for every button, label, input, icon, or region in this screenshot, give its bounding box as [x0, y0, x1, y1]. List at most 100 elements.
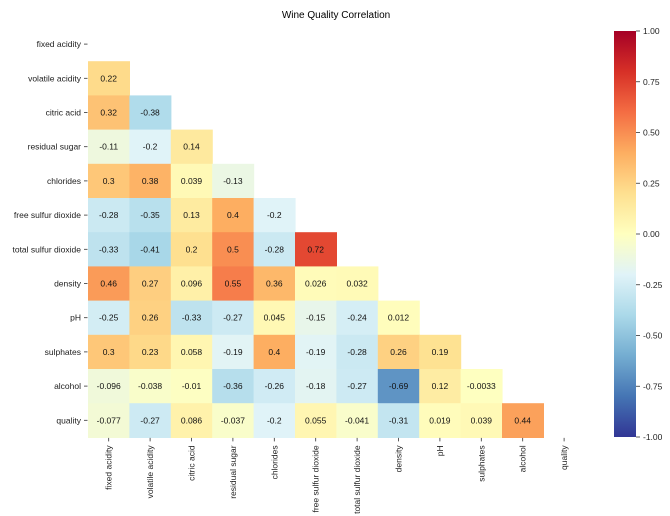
cell-value-label: 0.055	[305, 415, 327, 425]
cell-value-label: -0.27	[223, 313, 243, 323]
y-tick-label: alcohol	[54, 381, 81, 391]
cell-value-label: 0.12	[432, 381, 449, 391]
cell-value-label: 0.5	[227, 244, 239, 254]
heatmap-cell-10-1	[129, 369, 172, 404]
x-tick-label: fixed acidity	[104, 445, 114, 490]
cell-value-label: -0.077	[97, 415, 121, 425]
heatmap-cell-8-3	[212, 300, 255, 336]
heatmap-cell-9-7	[377, 334, 420, 370]
heatmap-cell-4-2	[170, 163, 213, 199]
cell-value-label: -0.28	[347, 347, 367, 357]
heatmap-cell-7-3	[212, 266, 255, 302]
heatmap-cell-11-8	[419, 403, 462, 438]
heatmap-cell-8-5	[295, 300, 337, 336]
cell-value-label: -0.19	[306, 347, 326, 357]
cell-value-label: 0.3	[103, 347, 115, 357]
colorbar-gradient	[614, 31, 636, 437]
x-tick-label: chlorides	[269, 445, 279, 479]
heatmap-cell-11-4	[253, 403, 296, 438]
cell-value-label: -0.19	[223, 347, 243, 357]
heatmap-cell-10-2	[170, 369, 213, 404]
heatmap-cell-7-0	[88, 266, 130, 302]
heatmap-cell-10-0	[88, 369, 130, 404]
cell-value-label: 0.19	[432, 347, 449, 357]
heatmap-cell-6-4	[253, 232, 296, 267]
heatmap-cell-6-5	[295, 232, 337, 267]
cell-value-label: -0.18	[306, 381, 326, 391]
heatmap-cell-11-5	[295, 403, 337, 438]
cell-value-label: 0.039	[471, 415, 493, 425]
cell-value-label: 0.32	[100, 108, 117, 118]
x-tick-label: free sulfur dioxide	[311, 445, 321, 512]
x-tick-label: density	[394, 445, 404, 473]
cell-value-label: 0.058	[181, 347, 203, 357]
cell-value-label: 0.039	[181, 176, 203, 186]
heatmap-cell-9-6	[336, 334, 379, 370]
x-axis-tick-labels: fixed acidity volatile acidity citric acid…	[104, 437, 569, 514]
heatmap-cells: 0.22 0.32 -0.38 -0.11 -0.2 0.14 0.3 0.38 0.039 -0…	[88, 61, 544, 438]
y-axis-tick-labels: fixed acidity volatile acidity citric acid…	[12, 39, 88, 425]
heatmap-cell-11-10	[502, 403, 544, 438]
heatmap-cell-9-0	[88, 334, 130, 370]
heatmap-cell-7-2	[170, 266, 213, 302]
cell-value-label: -0.35	[140, 210, 160, 220]
y-tick-label: chlorides	[47, 176, 81, 186]
y-tick-label: residual sugar	[28, 142, 82, 152]
cell-value-label: -0.33	[182, 313, 202, 323]
y-tick-label: pH	[70, 313, 81, 323]
heatmap-cell-9-4	[253, 334, 296, 370]
heatmap-cell-11-3	[212, 403, 255, 438]
heatmap-cell-11-1	[129, 403, 172, 438]
cell-value-label: 0.22	[100, 73, 117, 83]
colorbar-tick-label: -1.00	[643, 432, 663, 442]
y-tick-label: free sulfur dioxide	[14, 210, 81, 220]
heatmap-cell-7-1	[129, 266, 172, 302]
cell-value-label: 0.2	[186, 244, 198, 254]
colorbar-tick-label: 0.75	[643, 77, 660, 87]
cell-value-label: 0.27	[142, 279, 159, 289]
heatmap-cell-8-6	[336, 300, 379, 336]
cell-value-label: 0.38	[142, 176, 159, 186]
x-tick-label: quality	[559, 445, 569, 470]
colorbar-tick-label: 0.50	[643, 128, 660, 138]
cell-value-label: 0.4	[268, 347, 280, 357]
heatmap-cell-3-2	[170, 129, 213, 165]
cell-value-label: -0.36	[223, 381, 243, 391]
y-tick-label: density	[54, 279, 82, 289]
cell-value-label: -0.13	[223, 176, 243, 186]
heatmap-cell-3-0	[88, 129, 130, 165]
cell-value-label: 0.086	[181, 415, 203, 425]
cell-value-label: -0.0033	[467, 381, 496, 391]
heatmap-cell-3-1	[129, 129, 172, 165]
cell-value-label: 0.72	[307, 244, 324, 254]
cell-value-label: -0.037	[221, 415, 245, 425]
cell-value-label: -0.2	[267, 210, 282, 220]
heatmap-cell-8-7	[377, 300, 420, 336]
cell-value-label: -0.096	[97, 381, 121, 391]
heatmap-cell-2-0	[88, 95, 130, 131]
cell-value-label: 0.46	[100, 279, 117, 289]
cell-value-label: 0.032	[346, 279, 368, 289]
y-tick-label: citric acid	[46, 108, 82, 118]
heatmap-cell-11-7	[377, 403, 420, 438]
x-tick-label: sulphates	[476, 445, 486, 481]
cell-value-label: -0.31	[389, 415, 409, 425]
heatmap-cell-10-9	[460, 369, 503, 404]
cell-value-label: 0.4	[227, 210, 239, 220]
heatmap-cell-9-3	[212, 334, 255, 370]
cell-value-label: -0.25	[99, 313, 119, 323]
y-tick-label: fixed acidity	[37, 39, 82, 49]
cell-value-label: 0.045	[264, 313, 286, 323]
cell-value-label: 0.36	[266, 279, 283, 289]
cell-value-label: -0.69	[389, 381, 409, 391]
heatmap-cell-10-5	[295, 369, 337, 404]
heatmap-cell-8-0	[88, 300, 130, 336]
y-tick-label: sulphates	[45, 347, 81, 357]
cell-value-label: 0.23	[142, 347, 159, 357]
cell-value-label: 0.26	[390, 347, 407, 357]
cell-value-label: -0.24	[347, 313, 367, 323]
heatmap-cell-5-0	[88, 198, 130, 233]
cell-value-label: -0.15	[306, 313, 326, 323]
colorbar-tick-label: 0.25	[643, 178, 660, 188]
heatmap-cell-8-2	[170, 300, 213, 336]
